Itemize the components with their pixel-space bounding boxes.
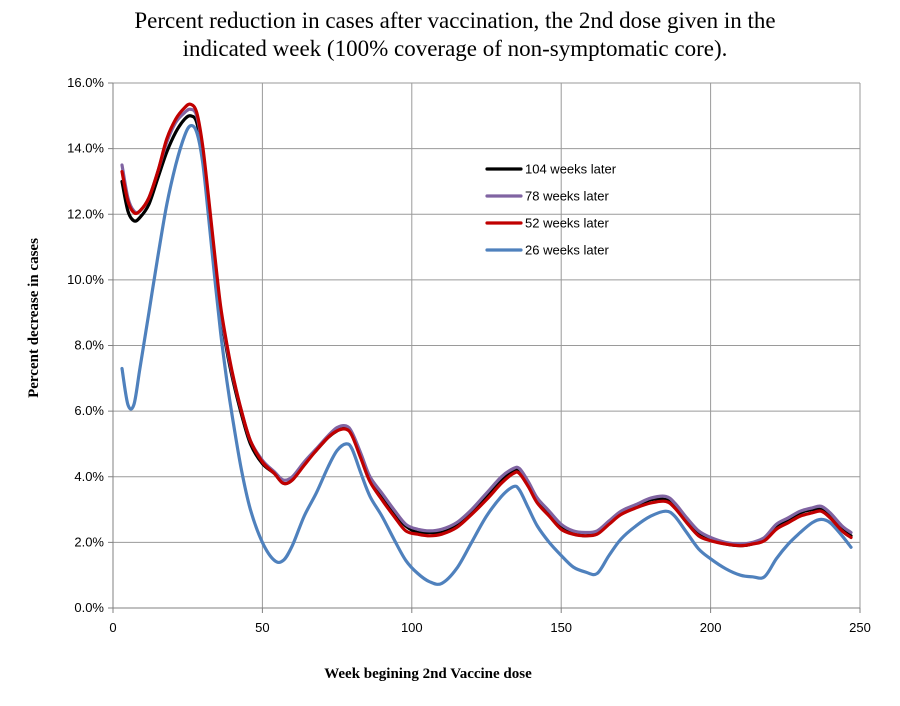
series-line-52-weeks-later: [120, 102, 853, 548]
axes: [108, 82, 861, 613]
x-axis-label: Week begining 2nd Vaccine dose: [324, 666, 532, 682]
x-tick-label: 100: [401, 620, 423, 635]
y-tick-label: 2.0%: [74, 534, 104, 549]
y-tick-label: 6.0%: [74, 403, 104, 418]
y-tick-label: 10.0%: [67, 272, 104, 287]
x-tick-label: 0: [109, 620, 116, 635]
series-line-104-weeks-later: [120, 114, 853, 548]
legend: 104 weeks later 78 weeks later 52 weeks la…: [485, 162, 617, 258]
x-tick-label: 250: [849, 620, 871, 635]
y-axis-label: Percent decrease in cases: [26, 238, 42, 398]
legend-label: 52 weeks later: [525, 216, 609, 231]
x-tick-label: 200: [700, 620, 722, 635]
y-tick-label: 0.0%: [74, 600, 104, 615]
x-tick-label: 150: [550, 620, 572, 635]
series-line-78-weeks-later: [120, 107, 853, 546]
series-lines: [120, 102, 853, 586]
legend-label: 104 weeks later: [525, 162, 617, 177]
y-tick-label: 16.0%: [67, 75, 104, 90]
grid-lines: [113, 82, 861, 608]
series-line-26-weeks-later: [120, 123, 853, 586]
legend-label: 26 weeks later: [525, 243, 609, 258]
legend-label: 78 weeks later: [525, 189, 609, 204]
tick-labels: 0.0% 2.0% 4.0% 6.0% 8.0% 10.0% 12.0% 14.0% 16.0%…: [67, 75, 871, 635]
chart-title-line-2: indicated week (100% coverage of non-sym…: [183, 36, 728, 61]
y-tick-label: 14.0%: [67, 141, 104, 156]
y-tick-label: 12.0%: [67, 206, 104, 221]
y-tick-label: 8.0%: [74, 338, 104, 353]
x-tick-label: 50: [255, 620, 269, 635]
y-tick-label: 4.0%: [74, 469, 104, 484]
chart-title-line-1: Percent reduction in cases after vaccina…: [134, 8, 775, 33]
